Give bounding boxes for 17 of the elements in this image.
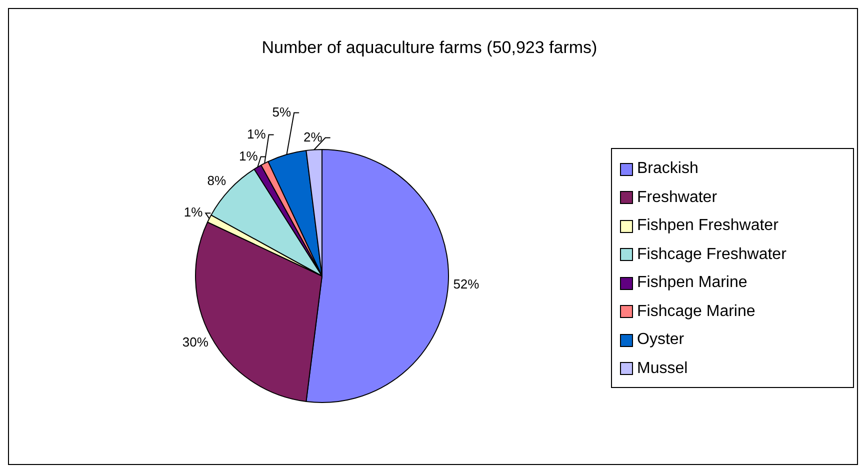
data-label: 2% <box>304 129 323 144</box>
data-label: 30% <box>182 334 209 350</box>
data-label: 1% <box>247 126 266 142</box>
legend-label: Fishcage Freshwater <box>637 246 786 264</box>
data-label: 1% <box>239 148 258 164</box>
data-label: 1% <box>184 204 204 220</box>
legend-label: Fishcage Marine <box>637 302 756 321</box>
data-label: 5% <box>272 104 292 120</box>
legend-label: Fishpen Freshwater <box>637 217 778 236</box>
legend-label: Freshwater <box>637 188 718 207</box>
data-label: 52% <box>453 276 480 292</box>
legend-label: Oyster <box>637 331 684 350</box>
legend-label: Mussel <box>637 360 688 378</box>
data-label: 8% <box>207 172 226 188</box>
legend-label: Fishpen Marine <box>637 274 748 292</box>
legend-label: Brackish <box>637 160 698 178</box>
chart-title: Number of aquaculture farms (50,923 farms) <box>260 38 598 58</box>
